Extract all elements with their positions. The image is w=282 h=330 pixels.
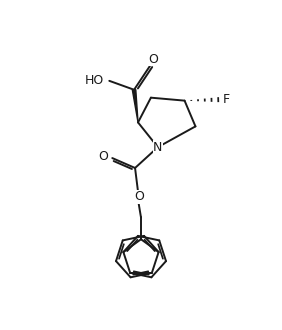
Polygon shape: [132, 89, 138, 122]
Text: N: N: [153, 141, 162, 154]
Text: O: O: [148, 52, 158, 66]
Text: HO: HO: [85, 74, 104, 87]
Text: O: O: [134, 190, 144, 203]
Text: F: F: [223, 93, 230, 106]
Text: O: O: [98, 149, 108, 163]
